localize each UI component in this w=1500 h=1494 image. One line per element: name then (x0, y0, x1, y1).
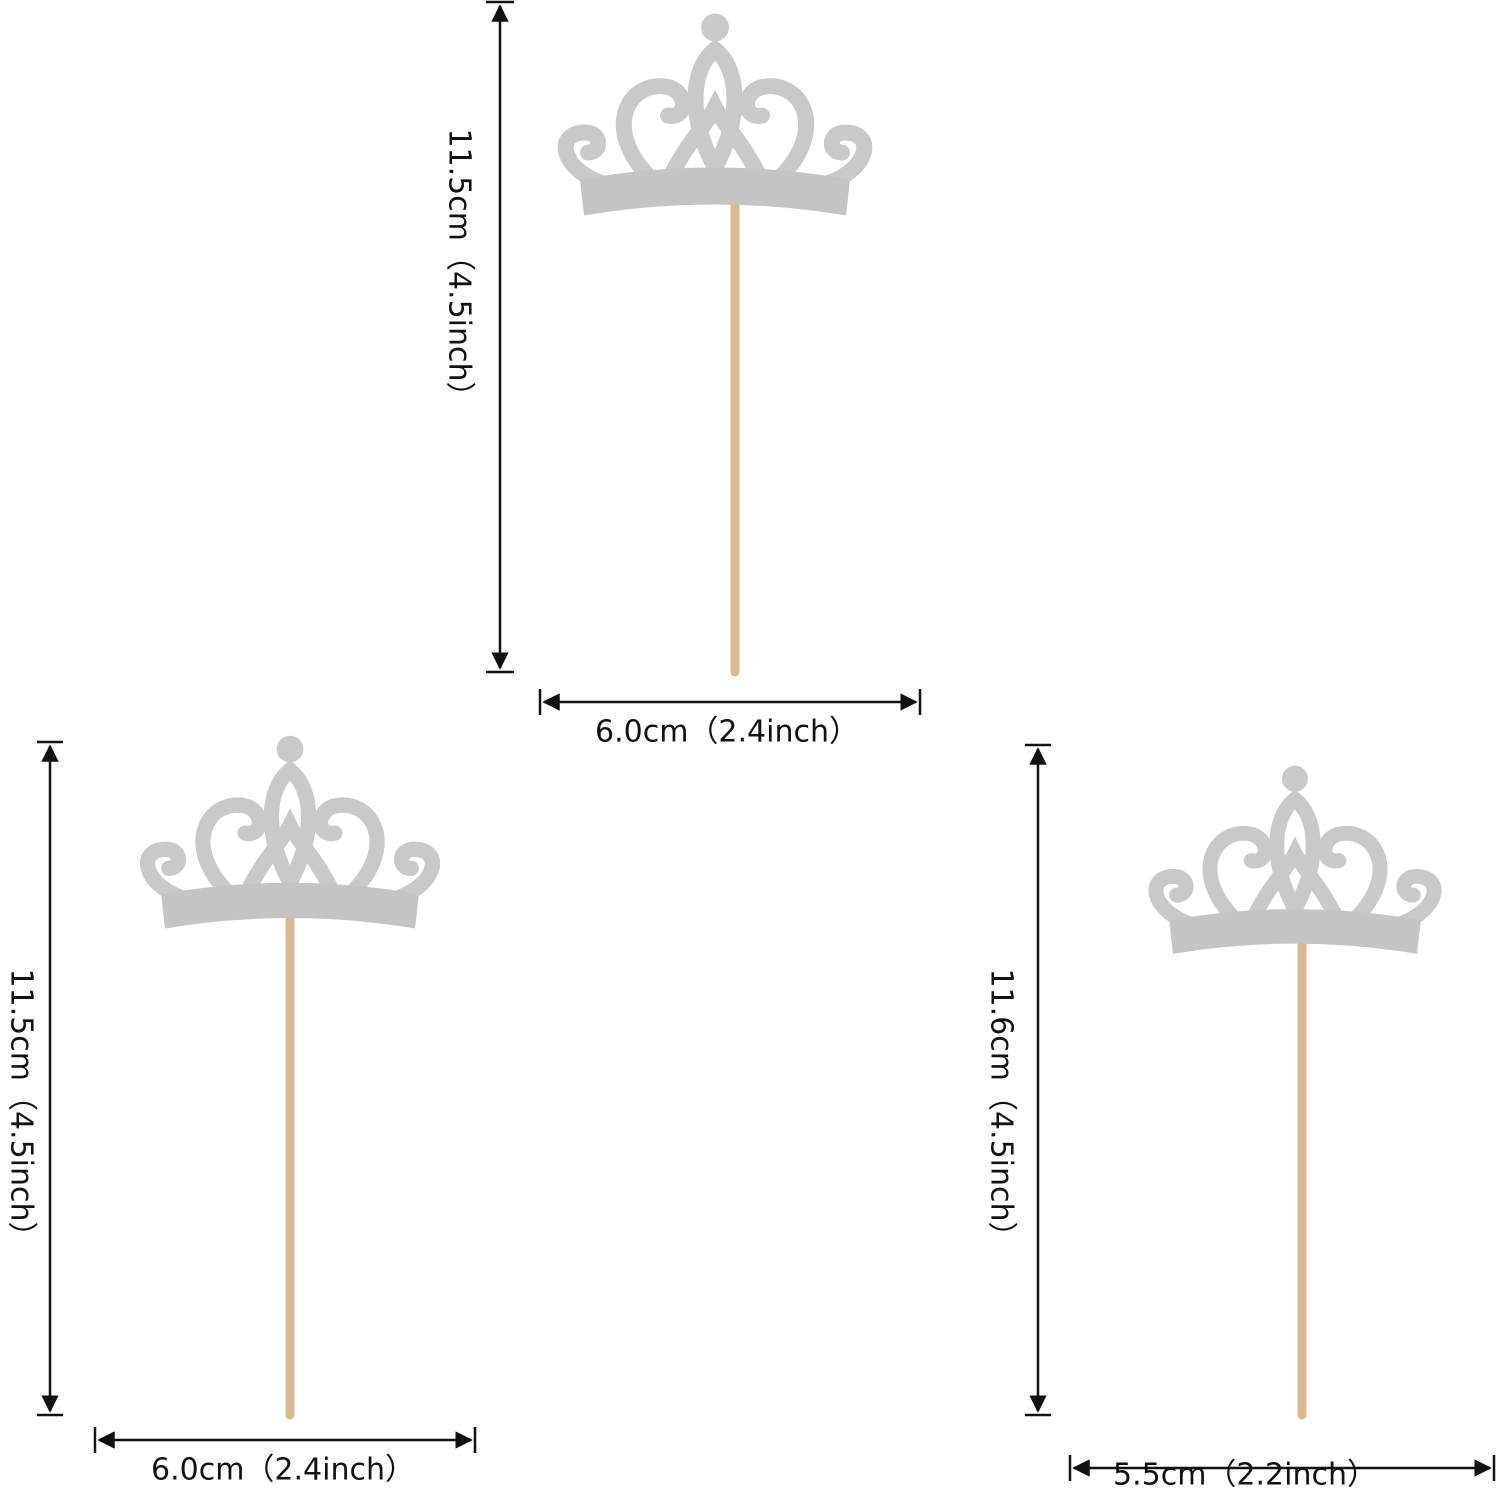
width-label: 5.5cm（2.2inch） (1113, 1458, 1377, 1493)
width-label: 6.0cm（2.4inch） (595, 715, 859, 750)
crown (1156, 766, 1434, 954)
height-label: 11.5cm（4.5inch） (4, 968, 39, 1251)
topper-top: 11.5cm（4.5inch） 6.0cm（2.4inch） (442, 0, 922, 750)
height-label: 11.5cm（4.5inch） (442, 128, 477, 411)
width-label: 6.0cm（2.4inch） (151, 1453, 415, 1488)
crown (566, 14, 865, 216)
topper-right: 11.6cm（4.5inch） 5.5cm（2.2inch） (984, 743, 1496, 1493)
height-label: 11.6cm（4.5inch） (984, 968, 1019, 1251)
topper-left: 11.5cm（4.5inch） 6.0cm（2.4inch） (4, 736, 477, 1488)
crown (148, 736, 433, 929)
